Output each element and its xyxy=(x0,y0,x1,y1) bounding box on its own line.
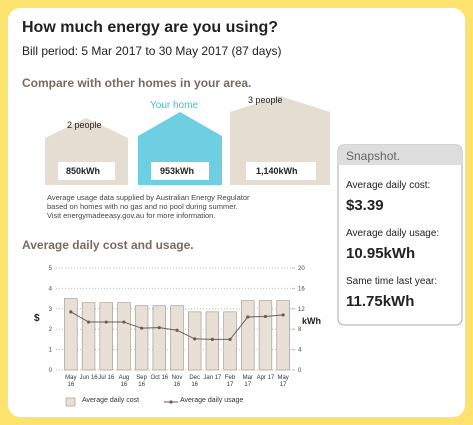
snapshot-value: $3.39 xyxy=(346,197,384,214)
cost-bar xyxy=(258,300,273,371)
note: Average usage data supplied by Australia… xyxy=(47,193,250,220)
note-line: based on homes with no gas and no pool d… xyxy=(47,202,238,211)
x-tick-label: Nov 16 xyxy=(171,375,183,388)
x-tick-label: Aug 16 xyxy=(118,375,130,388)
y-tick-label: 5 xyxy=(49,266,53,272)
snapshot-header xyxy=(338,145,462,165)
snapshot-title: Snapshot. xyxy=(346,149,401,163)
usage-box xyxy=(151,162,209,180)
title: How much energy are you using? xyxy=(22,19,279,36)
usage-point xyxy=(86,320,91,324)
legend-point xyxy=(169,400,173,404)
snapshot-value: 10.95kWh xyxy=(346,245,416,262)
usage-point xyxy=(228,337,232,341)
usage-point xyxy=(69,310,73,314)
usage-box xyxy=(58,162,115,180)
y2-tick-label: 16 xyxy=(298,286,305,292)
x-tick-label: May 16 xyxy=(65,375,77,388)
y-tick-label: 1 xyxy=(49,348,53,354)
snapshot-value: 11.75kWh xyxy=(346,293,415,310)
home-label: 2 people xyxy=(67,120,102,130)
cost-bar xyxy=(117,302,131,371)
y2-tick-label: 20 xyxy=(298,266,305,272)
cost-bar xyxy=(81,302,96,371)
y-axis-label: $ xyxy=(34,313,40,324)
usage-point xyxy=(122,320,126,324)
usage-point xyxy=(140,326,144,330)
home-label: Your home xyxy=(150,100,198,111)
x-tick-label: Mar 17 xyxy=(242,375,253,388)
y-tick-label: 4 xyxy=(49,286,53,292)
usage-box xyxy=(246,162,316,180)
cost-bar xyxy=(134,305,149,371)
x-tick-label: Jun 16 xyxy=(79,375,98,381)
cost-bar xyxy=(152,305,166,371)
cost-bar xyxy=(99,302,113,371)
legend-label: Average daily usage xyxy=(180,397,244,404)
usage-point xyxy=(104,320,108,324)
note-line: Visit energymadeeasy.gov.au for more inf… xyxy=(47,211,216,220)
chart-title: Average daily cost and usage. xyxy=(22,238,194,252)
x-tick-label: Apr 17 xyxy=(256,375,275,381)
snapshot-label: Same time last year: xyxy=(346,276,438,287)
x-tick-label: Dec 16 xyxy=(189,375,201,388)
x-tick-label: Jan 17 xyxy=(203,375,222,381)
usage-point xyxy=(193,337,197,341)
x-tick-label: Oct 16 xyxy=(150,375,169,381)
x-tick-label: Jul 16 xyxy=(98,375,115,381)
x-tick-label: May 17 xyxy=(277,375,289,388)
legend-swatch xyxy=(65,397,76,407)
y2-tick-label: 8 xyxy=(298,327,302,333)
snapshot-label: Average daily usage: xyxy=(346,228,440,239)
usage-point xyxy=(157,326,161,330)
legend-label: Average daily cost xyxy=(82,397,140,404)
x-tick-label: Feb 17 xyxy=(224,375,236,388)
compare-heading: Compare with other homes in your area. xyxy=(22,76,252,90)
y2-tick-label: 12 xyxy=(298,307,305,313)
cost-bar xyxy=(64,298,78,371)
usage-point xyxy=(175,328,179,332)
note-line: Average usage data supplied by Australia… xyxy=(47,193,250,202)
bill-period: Bill period: 5 Mar 2017 to 30 May 2017 (… xyxy=(22,44,282,58)
cost-bar xyxy=(170,305,184,371)
y-tick-label: 2 xyxy=(49,327,53,333)
snapshot-label: Average daily cost: xyxy=(346,180,431,191)
y-tick-label: 3 xyxy=(49,307,53,313)
usage-point xyxy=(210,337,214,341)
usage-point xyxy=(246,315,250,319)
cost-bar xyxy=(241,300,255,371)
usage-point xyxy=(281,313,285,317)
cost-bar xyxy=(188,311,202,371)
home-usage: 1,140kWh xyxy=(256,166,298,176)
home-usage: 953kWh xyxy=(160,166,195,176)
cost-bar xyxy=(276,300,290,371)
x-tick-label: Sep 16 xyxy=(136,375,147,388)
y2-axis-label: kWh xyxy=(302,316,321,326)
y2-tick-label: 4 xyxy=(298,348,302,354)
y-tick-label: 0 xyxy=(49,368,53,374)
home-usage: 850kWh xyxy=(66,166,101,176)
home-label: 3 people xyxy=(248,95,283,105)
usage-point xyxy=(263,314,268,319)
y2-tick-label: 0 xyxy=(298,368,302,374)
